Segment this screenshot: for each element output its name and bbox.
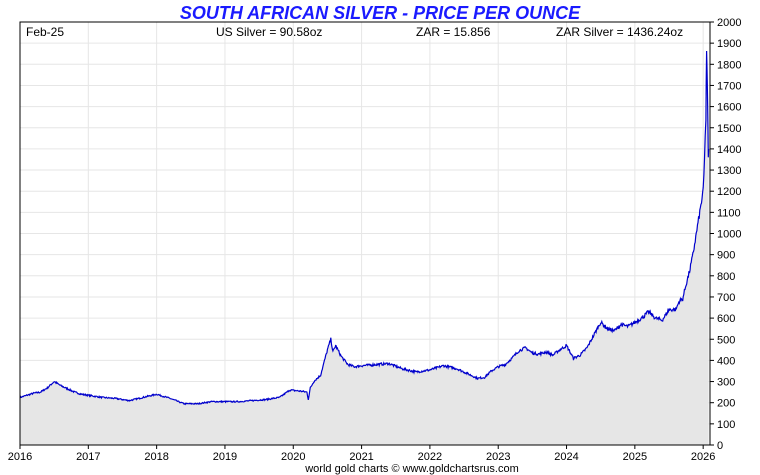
header-us-silver: US Silver = 90.58oz xyxy=(216,25,322,39)
x-tick-label: 2018 xyxy=(144,451,168,463)
y-tick-label: 100 xyxy=(717,419,735,431)
y-tick-label: 1700 xyxy=(717,80,741,92)
y-tick-label: 400 xyxy=(717,355,735,367)
header-zar-rate: ZAR = 15.856 xyxy=(416,25,491,39)
y-tick-label: 900 xyxy=(717,250,735,262)
y-tick-label: 1600 xyxy=(717,102,741,114)
chart-credit: world gold charts © www.goldchartsrus.co… xyxy=(304,463,519,475)
y-tick-label: 500 xyxy=(717,334,735,346)
x-tick-label: 2017 xyxy=(76,451,100,463)
chart-title: SOUTH AFRICAN SILVER - PRICE PER OUNCE xyxy=(180,3,581,23)
y-tick-label: 300 xyxy=(717,377,735,389)
header-date: Feb-25 xyxy=(26,25,64,39)
x-tick-label: 2021 xyxy=(349,451,373,463)
y-tick-label: 1100 xyxy=(717,207,741,219)
x-axis: 2016 2017 2018 2019 2020 2021 2022 2023 2024 2025… xyxy=(8,445,715,463)
x-tick-label: 2024 xyxy=(554,451,578,463)
grid-lines xyxy=(19,21,710,446)
y-tick-label: 1900 xyxy=(717,38,741,50)
y-tick-label: 1500 xyxy=(717,123,741,135)
series-line-zar-silver xyxy=(19,50,710,406)
x-tick-label: 2019 xyxy=(213,451,237,463)
y-axis: 0 100 200 300 400 500 600 700 800 900 1000 1100 1200… xyxy=(710,17,741,452)
y-tick-label: 2000 xyxy=(717,17,741,29)
y-tick-label: 200 xyxy=(717,398,735,410)
y-tick-label: 1200 xyxy=(717,186,741,198)
y-tick-label: 0 xyxy=(717,440,723,452)
y-tick-label: 1800 xyxy=(717,59,741,71)
y-tick-label: 600 xyxy=(717,313,735,325)
x-tick-label: 2026 xyxy=(691,451,715,463)
x-tick-label: 2022 xyxy=(418,451,442,463)
header-zar-silver: ZAR Silver = 1436.24oz xyxy=(556,25,683,39)
y-tick-label: 1400 xyxy=(717,144,741,156)
y-tick-label: 1000 xyxy=(717,229,741,241)
y-tick-label: 700 xyxy=(717,292,735,304)
x-tick-label: 2016 xyxy=(8,451,32,463)
x-tick-label: 2023 xyxy=(486,451,510,463)
x-tick-label: 2020 xyxy=(281,451,305,463)
x-tick-label: 2025 xyxy=(623,451,647,463)
y-tick-label: 800 xyxy=(717,271,735,283)
y-tick-label: 1300 xyxy=(717,165,741,177)
price-area-fill xyxy=(20,51,709,445)
